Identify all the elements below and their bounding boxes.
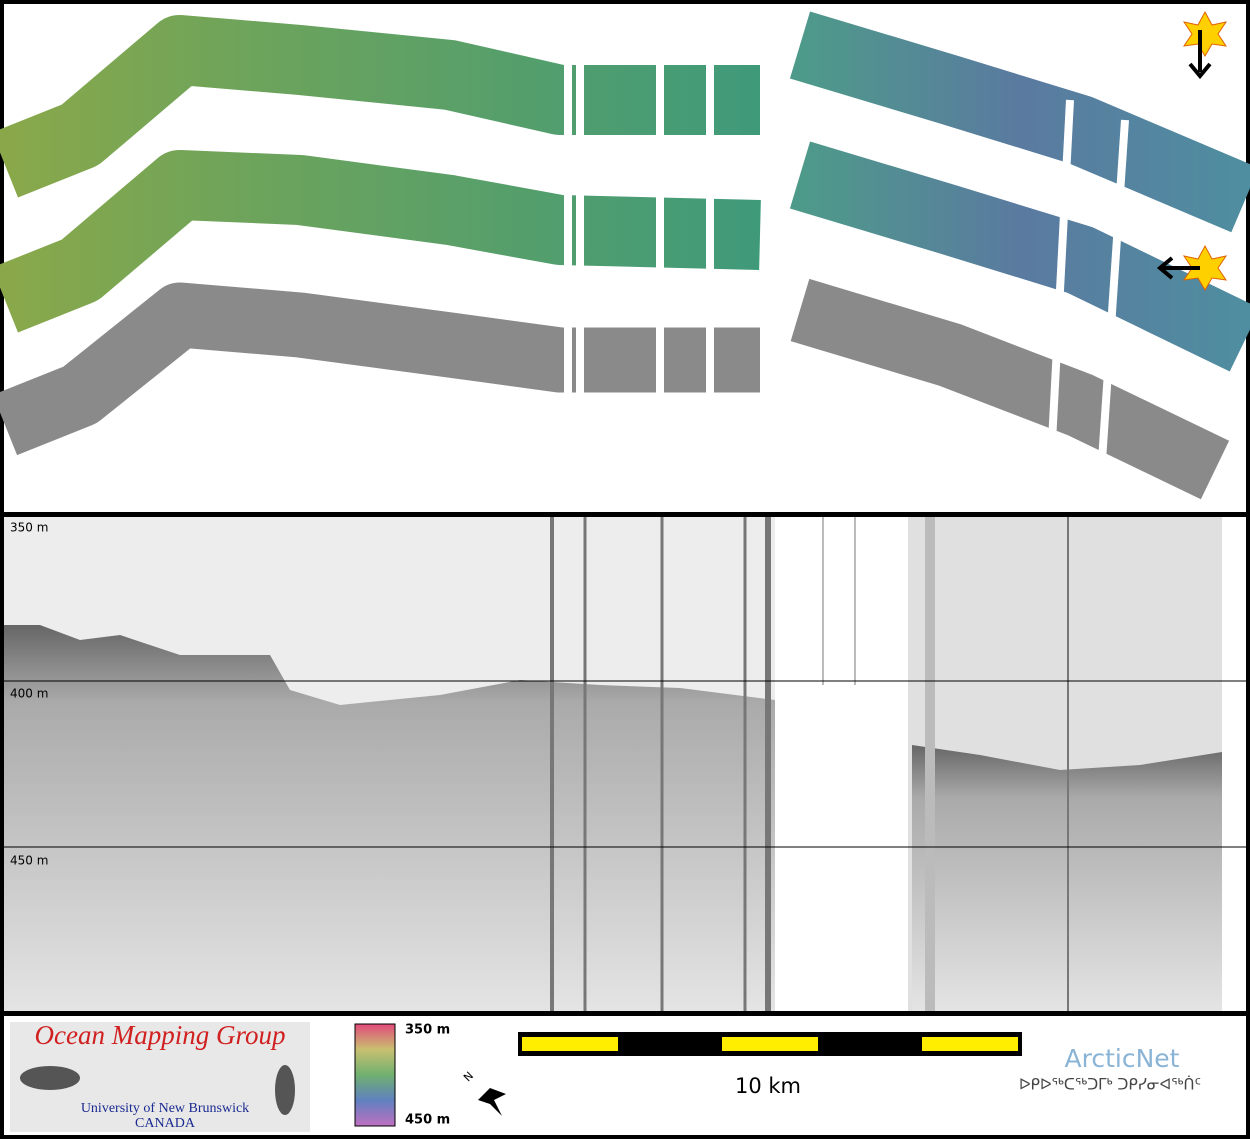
sun-icon: [1182, 10, 1228, 80]
swath: [0, 15, 760, 198]
swath: [789, 11, 1250, 233]
logo-text: CANADA: [135, 1116, 196, 1131]
swath: [0, 150, 761, 333]
depth-label: 400 m: [10, 687, 48, 701]
scale-segment: [722, 1037, 818, 1051]
partner-name: ArcticNet: [1065, 1044, 1180, 1073]
swaths: [0, 11, 1250, 500]
logo-text: University of New Brunswick: [81, 1101, 249, 1116]
scale-segment: [922, 1037, 1018, 1051]
swath-gaps: [564, 40, 1129, 491]
sun-icon: [1156, 244, 1228, 291]
logo-title: Ocean Mapping Group: [35, 1020, 286, 1050]
swath: [0, 282, 760, 456]
logo-graphic: [20, 1066, 80, 1090]
scale-segment: [522, 1037, 618, 1051]
colorbar-label: 450 m: [405, 1113, 450, 1128]
swath: [790, 278, 1230, 500]
seafloor: [4, 625, 775, 1011]
partner-name-inuktitut: ᐅᑭᐅᖅᑕᖅᑐᒥᒃ ᑐᑭᓯᓂᐊᖅᑏᑦ: [1019, 1076, 1201, 1094]
profile-stripes: [550, 517, 1069, 1011]
scale-label: 10 km: [735, 1074, 801, 1098]
colorbar-label: 350 m: [405, 1023, 450, 1038]
logo-graphic: [275, 1065, 295, 1115]
colorbar: [354, 1023, 396, 1127]
depth-label: 450 m: [10, 854, 48, 868]
depth-label: 350 m: [10, 521, 48, 535]
swath: [789, 141, 1250, 372]
